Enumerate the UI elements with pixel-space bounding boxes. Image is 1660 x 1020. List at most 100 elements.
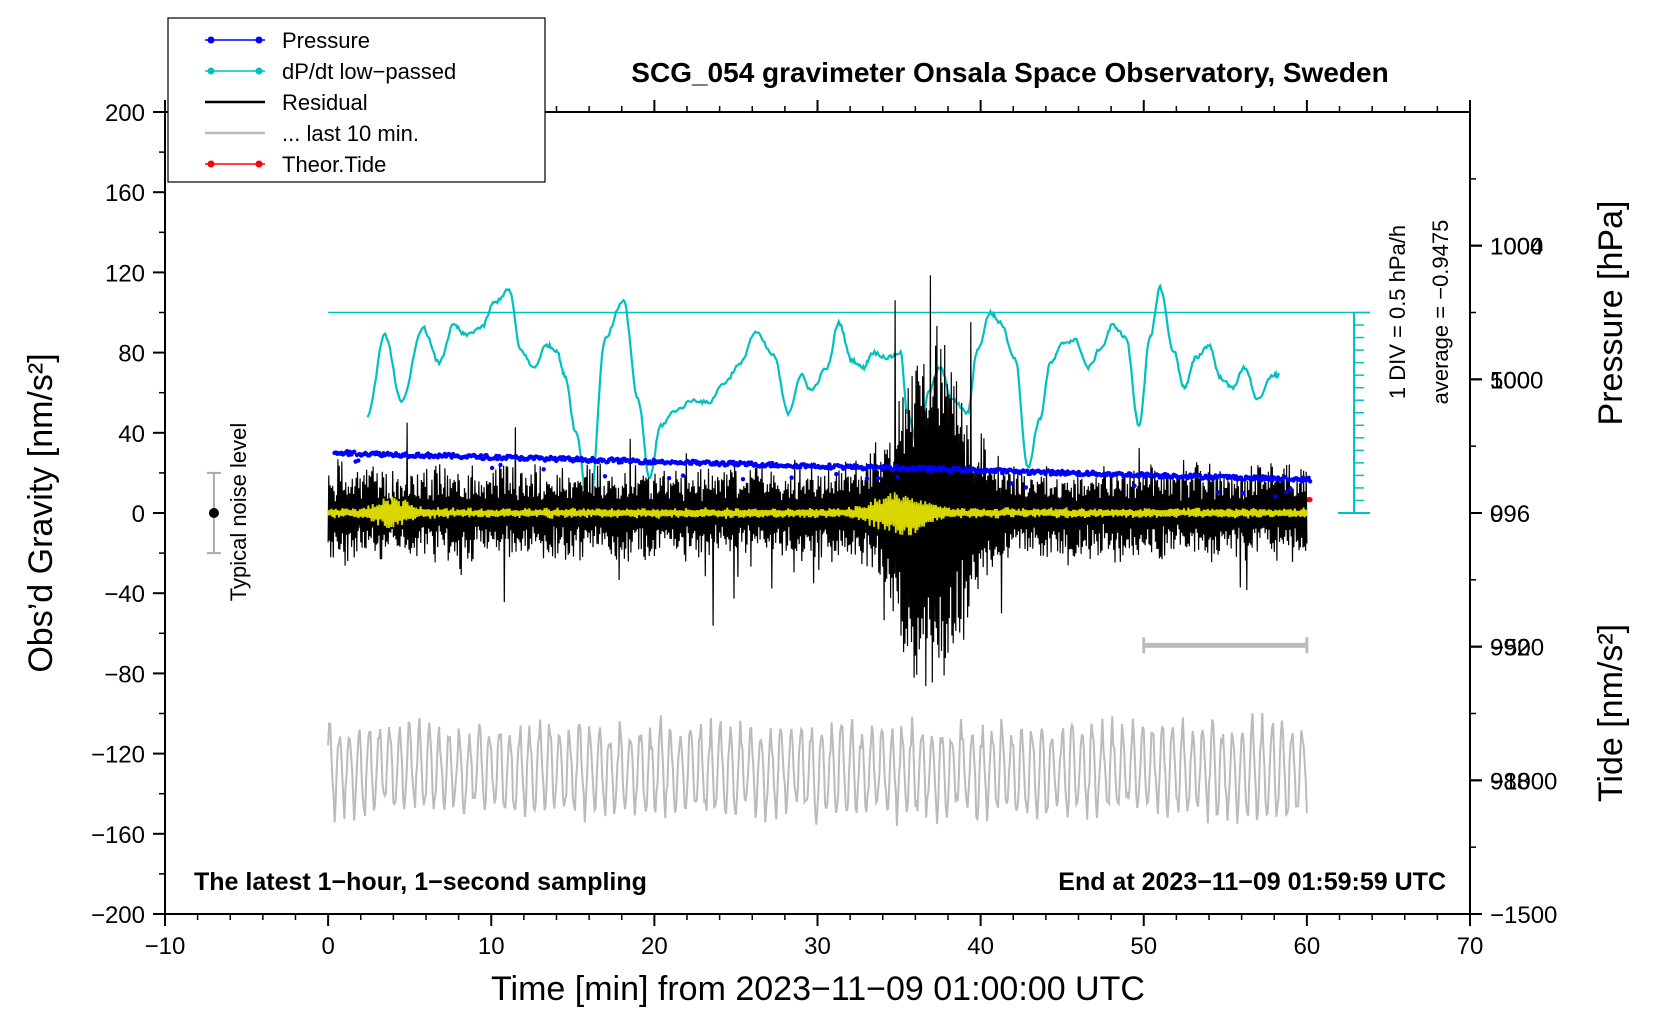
- pressure-point: [356, 458, 361, 463]
- x-tick-label: 20: [641, 933, 668, 960]
- sampling-annotation: The latest 1−hour, 1−second sampling: [194, 868, 647, 896]
- residual-line: [327, 275, 1308, 687]
- dpdt-line: [366, 283, 1281, 515]
- pressure-point: [880, 467, 885, 472]
- y-tick-label: 160: [105, 180, 145, 207]
- pressure-point: [1132, 483, 1137, 488]
- pressure-point: [875, 476, 881, 481]
- average-annotation: average = −0.9475: [1428, 220, 1453, 405]
- dpdt-series: [366, 283, 1281, 515]
- pressure-point: [1216, 490, 1221, 495]
- x-tick-label: 40: [967, 933, 994, 960]
- x-tick-label: 30: [804, 933, 831, 960]
- pressure-point: [1143, 474, 1148, 480]
- y-axis-title-left: Obs’d Gravity [nm/s²]: [22, 353, 60, 672]
- legend-label: Theor.Tide: [282, 152, 386, 177]
- pressure-tick-label: 992: [1490, 635, 1530, 662]
- x-tick-label: 10: [478, 933, 505, 960]
- legend-marker: [207, 67, 215, 75]
- pressure-series: [332, 449, 1313, 499]
- pressure-point: [541, 467, 546, 472]
- pressure-point: [1273, 494, 1278, 499]
- pressure-point: [894, 464, 899, 469]
- x-tick-label: 60: [1294, 933, 1321, 960]
- y-tick-labels: 200 160 120 80 40 0 −40 −80 −120 −160 −200: [91, 100, 145, 929]
- legend-marker: [255, 160, 263, 168]
- pressure-point: [895, 474, 900, 479]
- pressure-point: [352, 449, 357, 454]
- legend-marker: [207, 36, 215, 44]
- residual-lowpass-line: [327, 492, 1308, 536]
- div-annotation: 1 DIV = 0.5 hPa/h: [1385, 225, 1410, 399]
- axis-ticks: [153, 100, 1482, 926]
- tide-tick-label: 0: [1490, 501, 1503, 528]
- last-10-min-line: [327, 712, 1308, 827]
- y-tick-label: −200: [91, 902, 145, 929]
- pressure-point: [680, 473, 686, 478]
- pressure-tick-label: 1000: [1490, 367, 1543, 394]
- pressure-point: [1241, 491, 1246, 496]
- pressure-point: [602, 474, 608, 479]
- pressure-point: [827, 462, 832, 467]
- y-tick-label: 0: [132, 501, 145, 528]
- dpdt-scale-axis: [328, 311, 1370, 514]
- residual-series: [327, 275, 1308, 687]
- last-10-min-series: [327, 712, 1308, 827]
- tide-tick-label: −1500: [1490, 902, 1557, 929]
- pressure-point: [1023, 485, 1029, 490]
- legend-label: dP/dt low−passed: [282, 59, 456, 84]
- tide-tick-label: 500: [1490, 367, 1530, 394]
- x-axis-title: Time [min] from 2023−11−09 01:00:00 UTC: [491, 970, 1145, 1008]
- y-axis-title-tide: Tide [nm/s²]: [1592, 624, 1630, 802]
- pressure-point: [834, 471, 839, 477]
- pressure-point: [930, 469, 935, 474]
- pressure-point: [1306, 475, 1311, 480]
- x-tick-labels: −10 0 10 20 30 40 50 60 70: [145, 933, 1484, 960]
- noise-level-annotation: Typical noise level: [226, 423, 251, 602]
- y-tick-label: −40: [104, 581, 145, 608]
- pressure-tick-label: 1004: [1490, 234, 1543, 261]
- pressure-point: [496, 453, 502, 459]
- y-tick-label: 80: [118, 341, 145, 368]
- legend-label: Pressure: [282, 28, 370, 53]
- pressure-point: [1307, 479, 1313, 484]
- y-axis-title-pressure: Pressure [hPa]: [1592, 201, 1630, 426]
- legend-label: ... last 10 min.: [282, 121, 419, 146]
- pressure-point: [478, 453, 484, 458]
- pressure-point: [740, 477, 746, 482]
- pressure-point: [666, 476, 672, 481]
- y-tick-label: −120: [91, 742, 145, 769]
- legend-marker: [207, 160, 215, 168]
- pressure-point: [1288, 486, 1293, 491]
- tide-tick-label: −1000: [1490, 768, 1557, 795]
- y-tick-label: 120: [105, 260, 145, 287]
- y-tick-label: −80: [104, 661, 145, 688]
- legend: Pressure dP/dt low−passed Residual ... last…: [167, 17, 546, 183]
- end-time-annotation: End at 2023−11−09 01:59:59 UTC: [1058, 868, 1446, 896]
- pressure-point: [498, 462, 503, 468]
- y-tick-label: −160: [91, 822, 145, 849]
- pressure-point: [481, 456, 486, 461]
- x-tick-label: 0: [321, 933, 334, 960]
- x-tick-label: 70: [1457, 933, 1484, 960]
- y-tick-label: 40: [118, 421, 145, 448]
- pressure-point: [863, 466, 868, 471]
- pressure-point: [1009, 481, 1015, 486]
- pressure-tick-label: 988: [1490, 768, 1530, 795]
- legend-marker: [255, 36, 263, 44]
- chart-title: SCG_054 gravimeter Onsala Space Observat…: [631, 57, 1388, 88]
- y-tick-label: 200: [105, 100, 145, 127]
- tide-tick-label: −500: [1490, 635, 1544, 662]
- x-tick-label: 50: [1130, 933, 1157, 960]
- tide-tick-label: 1000: [1490, 234, 1543, 261]
- x-tick-label: −10: [145, 933, 186, 960]
- noise-center-dot: [208, 508, 219, 518]
- noise-and-scale-markers: [206, 471, 1309, 654]
- pressure-point: [489, 465, 495, 471]
- legend-marker: [255, 67, 263, 75]
- legend-label: Residual: [282, 90, 368, 115]
- pressure-tick-label: 996: [1490, 501, 1530, 528]
